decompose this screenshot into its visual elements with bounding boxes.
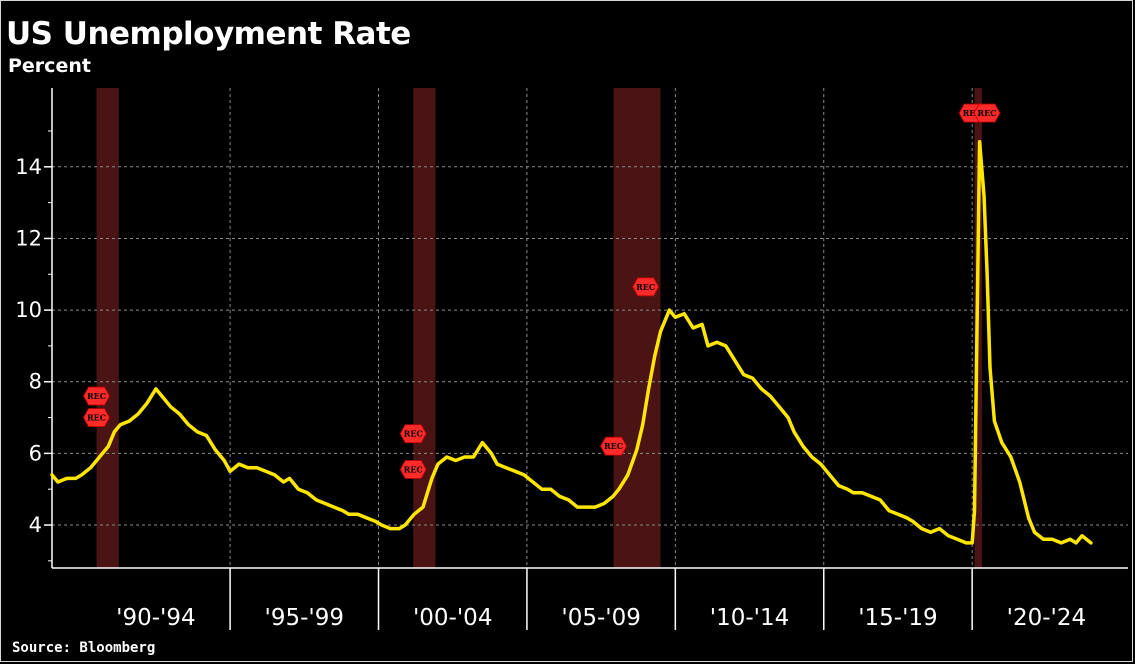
y-tick-label: 8 bbox=[29, 370, 42, 394]
recession-shading bbox=[96, 88, 982, 568]
y-tick-label: 12 bbox=[15, 226, 42, 250]
recession-band bbox=[96, 88, 119, 568]
x-period-label: '05-'09 bbox=[561, 605, 640, 631]
rec-marker: REC bbox=[399, 424, 427, 444]
x-period-label: '10-'14 bbox=[710, 605, 789, 631]
rec-label: REC bbox=[87, 413, 106, 423]
y-tick-label: 4 bbox=[29, 513, 42, 537]
rec-marker: REC bbox=[399, 460, 427, 479]
recession-band bbox=[413, 88, 436, 568]
series-layer bbox=[50, 139, 1093, 545]
x-period-label: '95-'99 bbox=[265, 605, 344, 631]
rec-label: REC bbox=[977, 108, 996, 118]
rec-marker: REC bbox=[600, 436, 628, 456]
rec-label: REC bbox=[404, 464, 423, 474]
rec-label: REC bbox=[636, 282, 655, 292]
rec-badge bbox=[973, 103, 1001, 123]
y-tick-label: 10 bbox=[15, 298, 42, 322]
rec-badge bbox=[632, 277, 660, 297]
source-note: Source: Bloomberg bbox=[12, 640, 156, 656]
x-period-label: '90-'94 bbox=[116, 605, 195, 631]
rec-label: REC bbox=[604, 441, 623, 451]
chart-subtitle: Percent bbox=[8, 55, 91, 77]
series-line bbox=[50, 139, 1093, 545]
x-period-label: '15-'19 bbox=[858, 605, 937, 631]
rec-label: REC bbox=[87, 391, 106, 401]
rec-marker: REC bbox=[973, 103, 1001, 123]
rec-badge bbox=[399, 424, 427, 444]
recession-band bbox=[613, 88, 661, 568]
rec-badge bbox=[399, 460, 427, 479]
chart-grid bbox=[52, 88, 1128, 568]
chart-title: US Unemployment Rate bbox=[6, 16, 411, 52]
x-period-label: '00-'04 bbox=[413, 605, 492, 631]
rec-marker: REC bbox=[632, 277, 660, 297]
chart-axes: 4 6 8 10 12 14 '90-'94 '95-'99 '00-'04 '05-'09 '10… bbox=[15, 88, 1128, 631]
rec-label: REC bbox=[963, 108, 982, 118]
y-tick-label: 6 bbox=[29, 441, 42, 465]
x-period-label: '20-'24 bbox=[1007, 605, 1086, 631]
rec-marker: REC bbox=[83, 408, 110, 427]
rec-label: REC bbox=[404, 429, 423, 439]
y-tick-label: 14 bbox=[15, 155, 42, 179]
rec-badge bbox=[83, 408, 110, 427]
rec-marker: REC bbox=[83, 386, 110, 406]
rec-badge bbox=[83, 386, 110, 406]
rec-badge bbox=[600, 436, 628, 456]
